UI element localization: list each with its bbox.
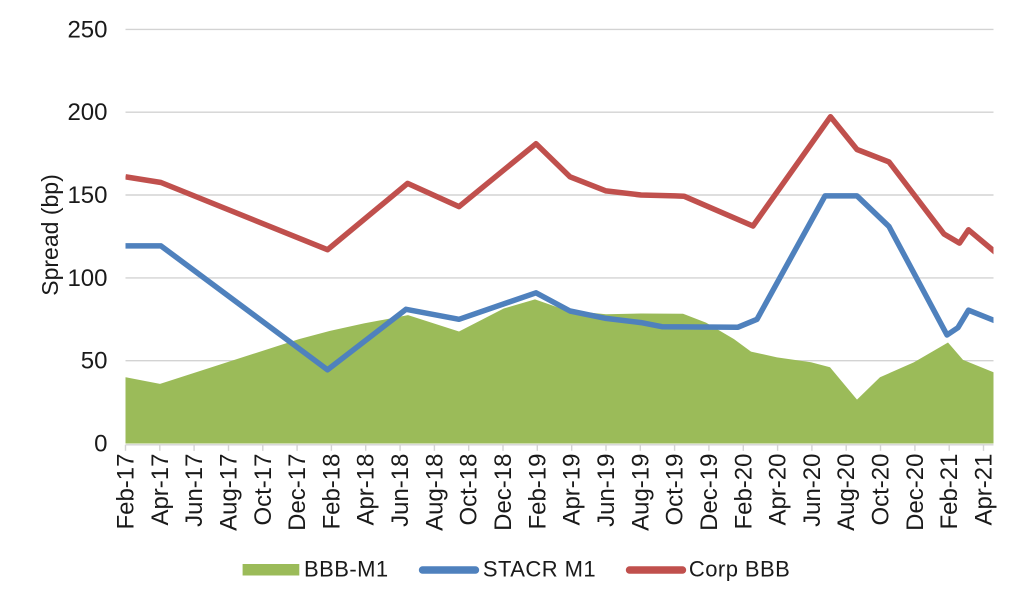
svg-text:Feb-20: Feb-20: [730, 454, 757, 530]
svg-text:Apr-21: Apr-21: [971, 454, 998, 526]
svg-text:Aug-19: Aug-19: [627, 454, 654, 531]
svg-text:Dec-18: Dec-18: [490, 454, 517, 531]
svg-text:Aug-17: Aug-17: [216, 454, 243, 531]
svg-text:Dec-19: Dec-19: [696, 454, 723, 531]
svg-text:Apr-18: Apr-18: [353, 454, 380, 526]
svg-text:Jun-17: Jun-17: [181, 454, 208, 527]
svg-text:Feb-17: Feb-17: [113, 454, 140, 530]
svg-text:Dec-20: Dec-20: [902, 454, 929, 531]
svg-text:50: 50: [81, 348, 108, 375]
svg-text:Jun-19: Jun-19: [593, 454, 620, 527]
svg-text:Corp BBB: Corp BBB: [689, 557, 790, 582]
svg-text:Aug-20: Aug-20: [833, 454, 860, 531]
svg-text:Oct-19: Oct-19: [662, 454, 689, 526]
svg-text:Jun-20: Jun-20: [799, 454, 826, 527]
svg-text:150: 150: [67, 182, 107, 209]
svg-text:Aug-18: Aug-18: [421, 454, 448, 531]
svg-text:Feb-21: Feb-21: [936, 454, 963, 530]
svg-text:Oct-20: Oct-20: [868, 454, 895, 526]
svg-text:250: 250: [67, 16, 107, 43]
svg-text:Apr-17: Apr-17: [147, 454, 174, 526]
svg-text:BBB-M1: BBB-M1: [304, 557, 389, 582]
svg-text:Feb-18: Feb-18: [318, 454, 345, 530]
svg-text:100: 100: [67, 265, 107, 292]
svg-text:STACR M1: STACR M1: [483, 557, 596, 582]
svg-text:Dec-17: Dec-17: [284, 454, 311, 531]
svg-text:200: 200: [67, 99, 107, 126]
svg-text:Spread (bp): Spread (bp): [37, 174, 63, 295]
svg-text:Oct-17: Oct-17: [250, 454, 277, 526]
svg-text:Jun-18: Jun-18: [387, 454, 414, 527]
svg-text:0: 0: [94, 431, 107, 458]
svg-text:Oct-18: Oct-18: [456, 454, 483, 526]
svg-text:Feb-19: Feb-19: [524, 454, 551, 530]
svg-text:Apr-19: Apr-19: [559, 454, 586, 526]
svg-text:Apr-20: Apr-20: [765, 454, 792, 526]
